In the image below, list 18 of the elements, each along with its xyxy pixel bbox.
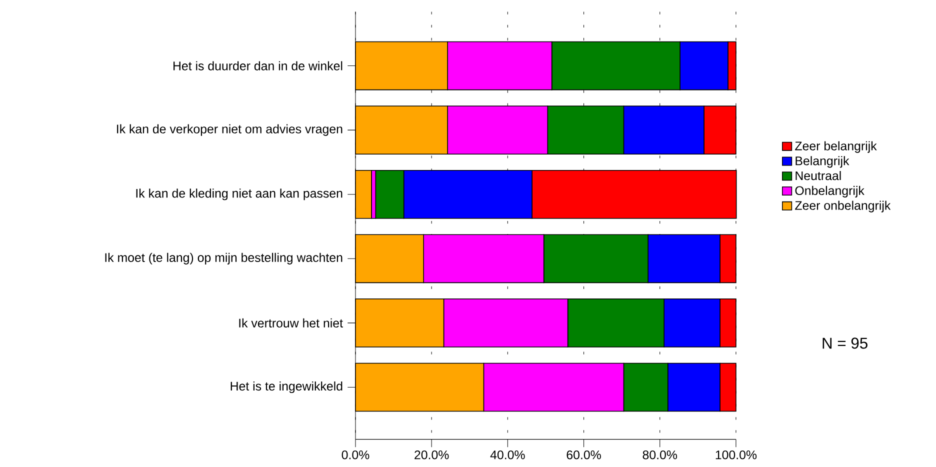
y-tick-label: Ik vertrouw het niet: [239, 318, 343, 328]
x-tick-label: 0.0%: [342, 450, 370, 460]
x-tick-label: 100.0%: [716, 450, 757, 460]
y-tick-label: Het is te ingewikkeld: [230, 382, 342, 394]
y-tick-label: Ik kan de kleding niet aan kan passen: [136, 188, 342, 200]
x-tick-label: 60.0%: [566, 450, 601, 460]
y-tick-label: Het is duurder dan in de winkel: [174, 61, 342, 70]
legend-label: Neutraal: [796, 171, 841, 180]
legend-label: Zeer belangrijk: [795, 141, 877, 153]
legend-label: Zeer onbelangrijk: [795, 200, 891, 212]
x-tick-label: 80.0%: [642, 450, 678, 460]
x-tick-label: 20.0%: [414, 450, 449, 460]
y-tick-label: Ik moet (te lang) op mijn bestelling wachten: [105, 252, 342, 265]
text: N = 95: [822, 338, 868, 349]
y-tick-label: Ik kan de verkoper niet om advies vragen: [117, 124, 342, 136]
legend-label: Belangrijk: [796, 156, 850, 168]
legend-label: Onbelangrijk: [795, 186, 864, 198]
x-tick-label: 40.0%: [490, 450, 525, 460]
